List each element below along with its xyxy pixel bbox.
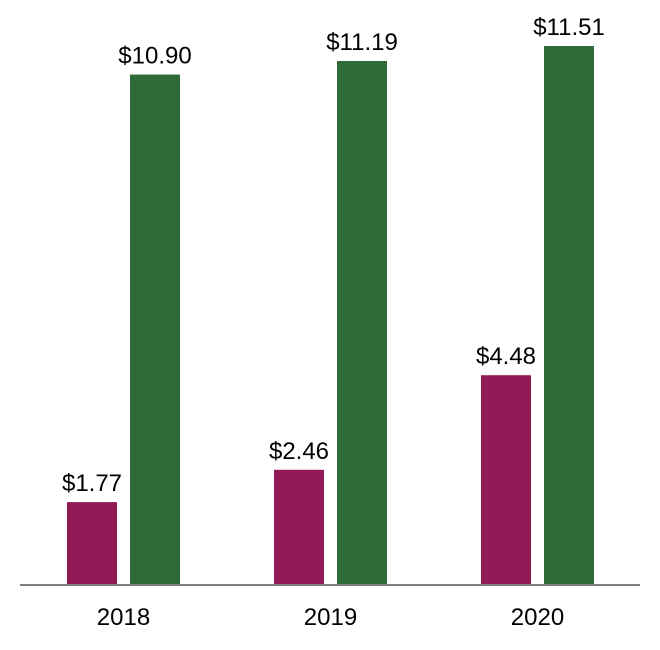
bar-s1-2020 <box>544 46 594 585</box>
value-label-s0-2018: $1.77 <box>62 470 122 497</box>
bar-s0-2019 <box>274 469 324 585</box>
value-label-s0-2019: $2.46 <box>269 438 329 465</box>
x-tick-label-2020: 2020 <box>511 604 564 631</box>
value-labels-layer: $1.77 $10.90 $2.46 $11.19 $4.48 $11.51 <box>62 14 605 497</box>
value-label-s1-2019: $11.19 <box>326 29 398 56</box>
x-tick-label-2018: 2018 <box>97 604 150 631</box>
value-label-s1-2018: $10.90 <box>118 43 191 70</box>
x-tick-labels: 2018 2019 2020 <box>97 604 564 631</box>
bars-layer <box>67 46 594 585</box>
x-tick-label-2019: 2019 <box>304 604 357 631</box>
value-label-s0-2020: $4.48 <box>476 343 536 370</box>
bar-s0-2018 <box>67 502 117 585</box>
value-label-s1-2020: $11.51 <box>533 14 605 41</box>
bar-s0-2020 <box>481 375 531 585</box>
bar-s1-2019 <box>337 60 387 585</box>
bar-s1-2018 <box>130 74 180 585</box>
